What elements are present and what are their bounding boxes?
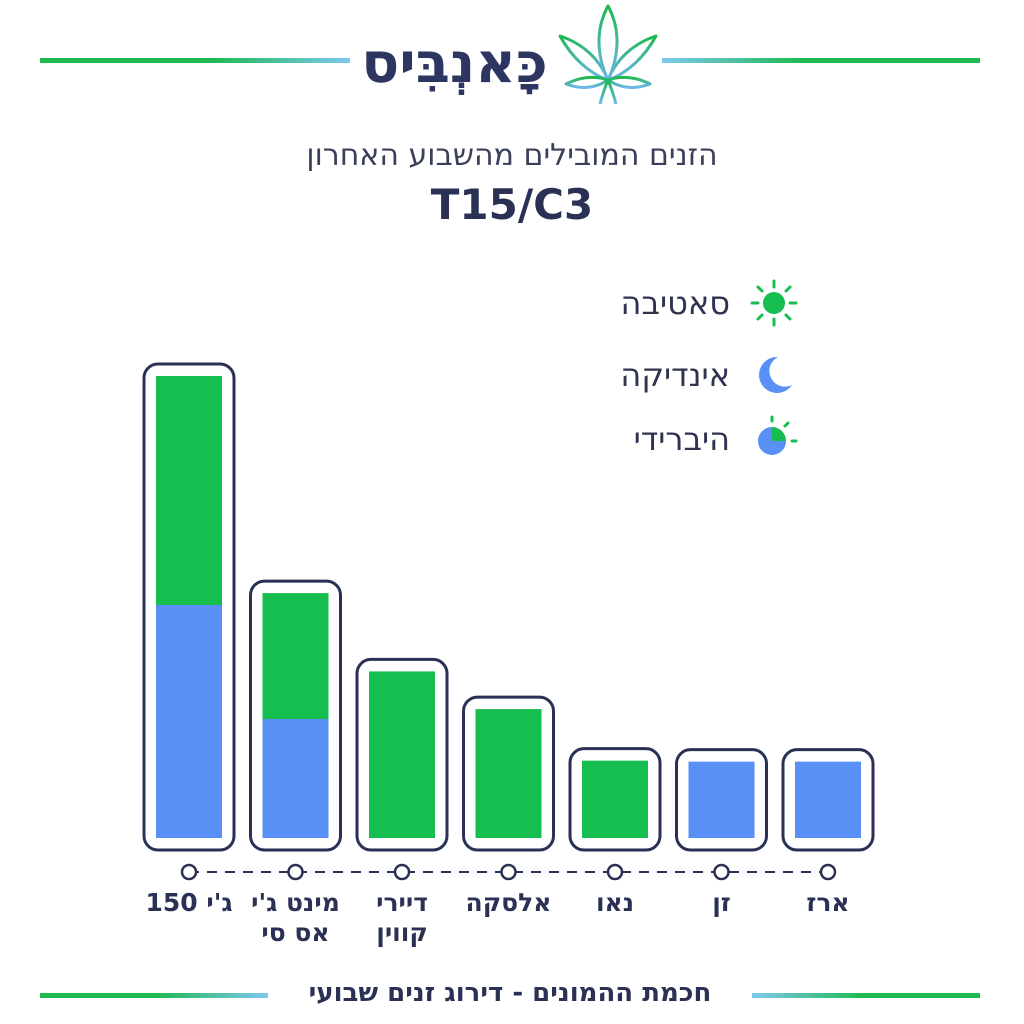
x-tick-label: ג'י 150: [134, 888, 244, 918]
brand-name: כָּאנְבִּיס: [361, 31, 548, 96]
x-tick-label: דיירי קווין: [347, 888, 457, 948]
x-tick-label-line1: ג'י 150: [145, 888, 233, 917]
x-tick-label: מינט ג'י אס סי: [241, 888, 351, 948]
chart-subtitle: הזנים המובילים מהשבוע האחרון: [306, 138, 718, 173]
footer-line-right: [752, 993, 980, 998]
legend-label-indica: אינדיקה: [620, 356, 730, 394]
footer-line-left: [40, 993, 268, 998]
sun-icon: [750, 279, 798, 327]
footer-caption: חכמת ההמונים - דירוג זנים שבועי: [308, 978, 712, 1008]
x-tick-label-line1: מינט ג'י: [251, 888, 340, 917]
x-tick-label-line1: אלסקה: [465, 888, 552, 917]
axis-marker: [500, 863, 517, 881]
x-tick-label-line1: זן: [712, 888, 731, 917]
axis-marker: [713, 863, 730, 881]
x-tick-label-line2: קווין: [376, 918, 428, 947]
header-line-right: [662, 58, 980, 63]
x-tick-label-line1: נאו: [595, 888, 635, 917]
bar-segment: [688, 761, 755, 838]
bar-segment: [262, 593, 329, 720]
bar-segment: [582, 760, 648, 838]
x-tick-label-line2: אס סי: [261, 918, 330, 947]
x-tick-label: נאו: [560, 888, 670, 918]
x-tick-label: אלסקה: [454, 888, 564, 918]
bar-segment: [475, 709, 542, 838]
half-sun-moon-icon: [758, 415, 798, 455]
bar-segment: [369, 671, 435, 838]
axis-marker: [606, 863, 624, 881]
axis-marker: [287, 863, 304, 881]
bar-segment: [156, 375, 222, 605]
x-tick-label: זן: [667, 888, 777, 918]
x-tick-label-line1: ארז: [806, 888, 850, 917]
x-tick-label: ארז: [773, 888, 883, 918]
cannabis-leaf-icon: [558, 4, 658, 105]
bar-segment: [795, 761, 861, 838]
bar-segment: [262, 719, 329, 838]
bar-segment: [156, 605, 222, 838]
x-tick-label-line1: דיירי: [376, 888, 428, 917]
chart-title: T15/C3: [430, 180, 594, 229]
legend-item-sativa: סאטיבה: [560, 278, 800, 328]
legend-label-sativa: סאטיבה: [620, 284, 730, 322]
axis-marker: [393, 863, 411, 881]
axis-marker: [180, 863, 198, 881]
legend-item-indica: אינדיקה: [560, 350, 800, 400]
bar-chart: [142, 362, 875, 881]
axis-marker: [819, 863, 837, 881]
moon-icon: [759, 356, 792, 393]
header-line-left: [40, 58, 350, 63]
legend-item-hybrid: היברידי: [560, 414, 800, 464]
legend-label-hybrid: היברידי: [633, 420, 730, 458]
